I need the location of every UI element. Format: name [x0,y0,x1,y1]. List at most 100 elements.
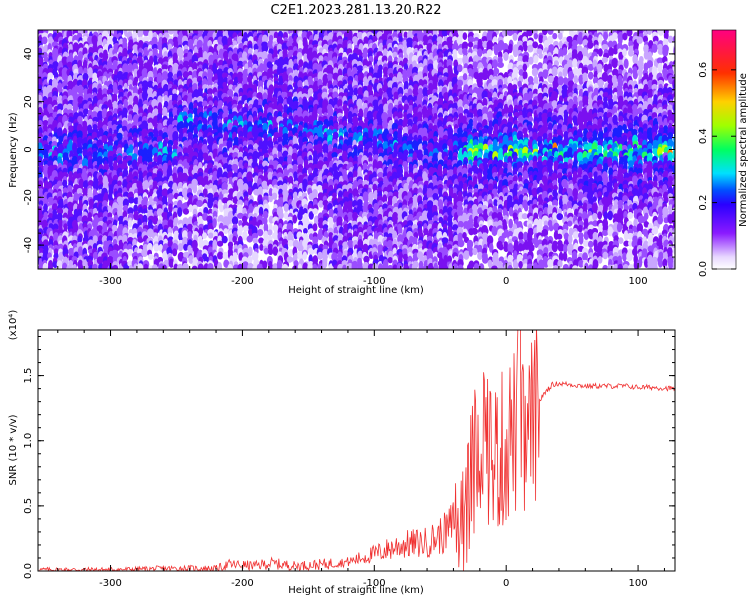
spectrogram-cell [217,261,223,269]
spectrogram-cell [47,263,53,269]
spectrogram-cell [227,263,233,269]
spectrogram-cell [317,232,323,241]
spectrogram-cell [261,34,269,44]
spectrogram-cell [182,71,189,80]
spectrogram-cell [172,88,178,95]
spectrogram-cell [281,263,289,269]
spectrogram-cell [182,262,189,269]
spectrogram-cell [267,248,274,256]
spectrogram-cell [387,257,393,264]
spectrogram-cell [148,30,153,41]
spectrogram-cell [247,246,253,257]
spectrogram-cell [51,203,58,212]
spectrogram-cells [38,30,675,269]
spectrogram-cell [177,243,184,252]
spectrogram-cell [42,119,49,127]
spectrogram-cell [66,103,73,111]
spectrogram-cell [457,239,465,248]
spectrogram-cell [143,30,150,37]
spectrogram-cell [317,107,324,115]
spectrogram-cell [152,215,159,225]
spectrogram-cell [183,243,189,251]
spectrogram-cell [177,207,183,217]
spectrogram-cell [247,255,253,264]
spectrogram-cell [168,30,174,35]
spectrogram-cell [322,258,328,269]
spectrogram-cell [283,211,289,220]
spectrogram-cell [78,265,85,269]
spectrogram-cell [128,196,135,204]
spectrogram-cell [137,263,144,269]
spectrogram-cell [142,214,148,225]
spectrogram-cell [462,73,468,81]
spectrogram-cell [396,262,403,269]
spectrogram-cell [287,249,294,257]
spectrogram-cell [219,204,224,213]
spectrogram-cell [242,225,250,232]
spectrogram-cell [43,55,49,63]
spectrogram-cell [271,192,278,200]
spectrogram-cell [168,203,173,213]
spectrogram-cell [357,263,364,269]
spectrogram-cell [262,183,269,191]
spectrogram-cell [257,229,264,237]
spectrogram-cell [61,262,68,269]
spectrogram-cell [97,212,104,219]
spectrogram-cell [282,112,288,119]
spectrogram-cell [182,208,190,215]
spectrogram-cell [147,253,154,260]
spectrogram-cell [172,66,179,76]
spectrogram-cell [77,246,84,256]
spectrogram-cell [197,155,203,164]
spectrogram-cell [286,40,293,48]
spectrogram-cell [297,211,303,221]
spectrogram-cell [262,210,269,220]
spectrogram-cell [127,207,134,215]
spectrogram-cell [208,232,214,239]
spectrogram-cell [113,108,119,115]
spectrogram-cell [238,181,244,193]
spectrogram-cell [38,264,44,269]
spectrogram-cell [302,182,307,193]
spectrogram-cell [262,122,269,133]
spectrogram-cell [102,216,108,223]
spectrogram-cell [457,264,464,269]
spectrogram-cell [307,247,315,256]
spectrogram-cell [287,239,294,247]
spectrogram-cell [203,111,208,120]
spectrogram-cell [237,263,244,269]
spectrogram-cell [223,259,230,269]
spectrogram-cell [127,219,133,228]
spectrogram-cell [162,56,170,64]
spectrogram-cell [92,263,98,269]
spectrogram-cell [81,157,89,169]
spectrogram-cell [302,262,309,269]
spectrogram-cell [207,199,214,209]
spectrogram-cell [132,79,138,88]
spectrogram-cell [292,63,299,73]
spectrogram-cell [258,237,265,244]
spectrogram-cell [112,87,119,95]
spectrogram-cell [317,175,323,184]
spectrogram-cell [191,204,198,211]
spectrogram-cell [188,204,193,213]
spectrogram-cell [286,256,293,263]
spectrogram-cell [231,216,239,225]
spectrogram-cell [331,151,338,159]
spectrogram-cell [101,262,108,269]
spectrogram-cell [56,207,64,215]
spectrogram-cell [202,232,207,239]
spectrogram-cell [268,188,273,197]
spectrogram-cell [221,72,229,79]
spectrogram-cell [232,235,237,243]
spectrogram-cell [251,251,259,262]
spectrogram-cell [142,208,148,215]
spectrogram-cell [228,84,234,91]
spectrogram-cell [462,32,468,40]
spectrogram-cell [252,264,259,269]
spectrogram-cell [47,67,54,75]
spectrogram-cell [222,152,229,159]
spectrogram-cell [68,35,74,43]
spectrogram-cell [77,235,83,244]
